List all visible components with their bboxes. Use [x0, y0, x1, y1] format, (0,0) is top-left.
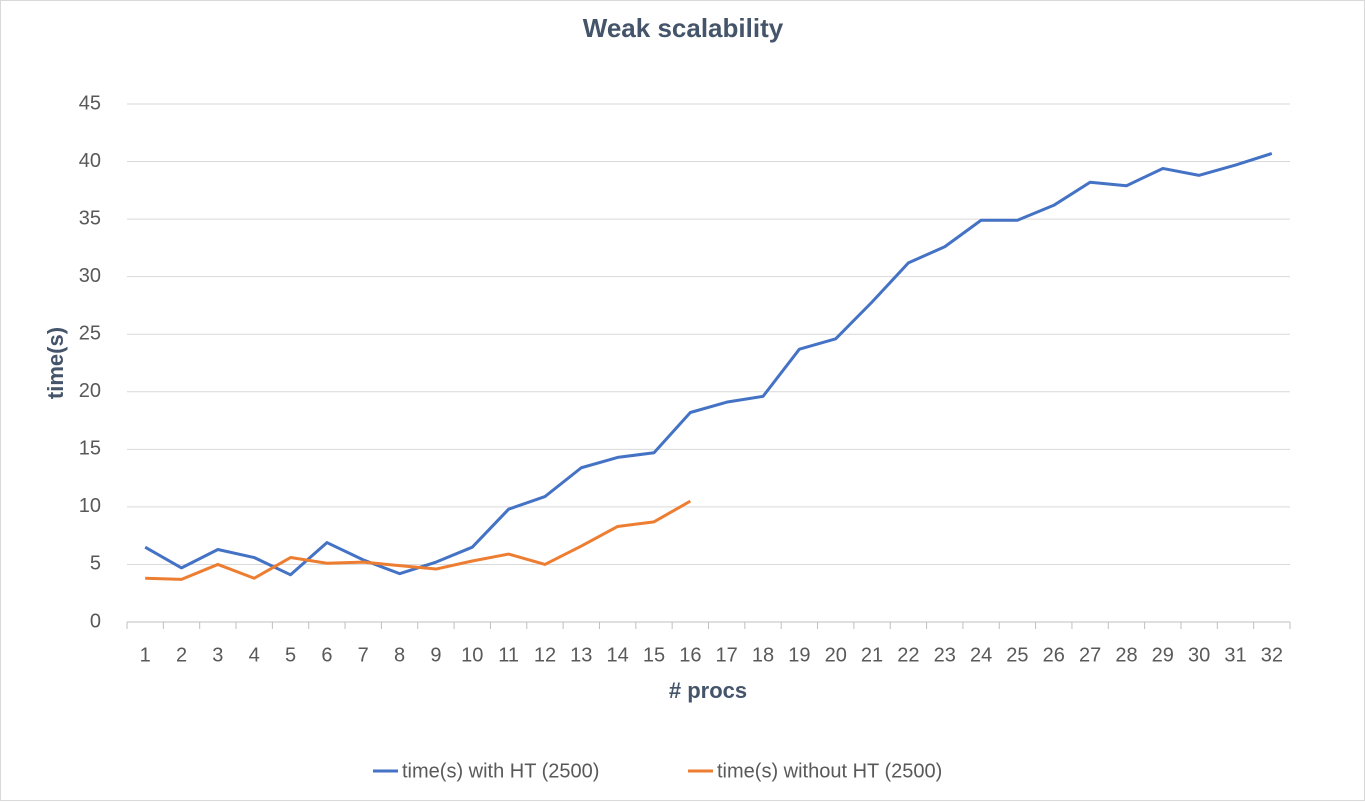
series-line: [144, 152, 1273, 577]
y-tick-label: 15: [79, 438, 101, 460]
y-tick-label: 40: [79, 150, 101, 172]
x-tick-label: 9: [430, 644, 441, 666]
x-tick-label: 32: [1261, 644, 1283, 666]
x-tick-label: 1: [140, 644, 151, 666]
x-tick-label: 13: [570, 644, 592, 666]
y-tick-label: 35: [79, 207, 101, 229]
x-tick-label: 3: [212, 644, 223, 666]
x-tick-label: 30: [1188, 644, 1210, 666]
x-tick-label: 8: [394, 644, 405, 666]
x-tick-label: 14: [607, 644, 629, 666]
x-tick-label: 24: [970, 644, 992, 666]
x-tick-label: 12: [534, 644, 556, 666]
x-tick-label: 20: [825, 644, 847, 666]
x-tick-label: 18: [752, 644, 774, 666]
legend-label: time(s) without HT (2500): [717, 760, 942, 782]
y-tick-label: 5: [90, 553, 101, 575]
x-tick-label: 15: [643, 644, 665, 666]
x-tick-label: 27: [1079, 644, 1101, 666]
legend-label: time(s) with HT (2500): [402, 760, 599, 782]
y-tick-label: 25: [79, 323, 101, 345]
chart-title: Weak scalability: [583, 13, 784, 43]
series-line: [145, 499, 692, 581]
x-tick-label: 2: [176, 644, 187, 666]
x-tick-label: 26: [1043, 644, 1065, 666]
x-tick-label: 19: [788, 644, 810, 666]
x-tick-label: 25: [1006, 644, 1028, 666]
x-tick-label: 31: [1224, 644, 1246, 666]
x-tick-label: 16: [679, 644, 701, 666]
x-tick-label: 7: [358, 644, 369, 666]
y-tick-label: 0: [90, 610, 101, 632]
x-tick-label: 17: [716, 644, 738, 666]
x-tick-label: 29: [1152, 644, 1174, 666]
y-tick-label: 20: [79, 380, 101, 402]
x-tick-label: 4: [249, 644, 260, 666]
x-tick-label: 21: [861, 644, 883, 666]
y-tick-label: 45: [79, 92, 101, 114]
x-axis-title: # procs: [669, 678, 747, 703]
x-tick-label: 6: [321, 644, 332, 666]
x-tick-label: 5: [285, 644, 296, 666]
y-tick-label: 30: [79, 265, 101, 287]
x-tick-label: 10: [461, 644, 483, 666]
y-tick-label: 10: [79, 495, 101, 517]
y-axis-title: time(s): [43, 327, 68, 399]
x-tick-label: 11: [498, 644, 519, 666]
x-tick-label: 22: [897, 644, 919, 666]
x-tick-label: 23: [934, 644, 956, 666]
x-tick-label: 28: [1115, 644, 1137, 666]
